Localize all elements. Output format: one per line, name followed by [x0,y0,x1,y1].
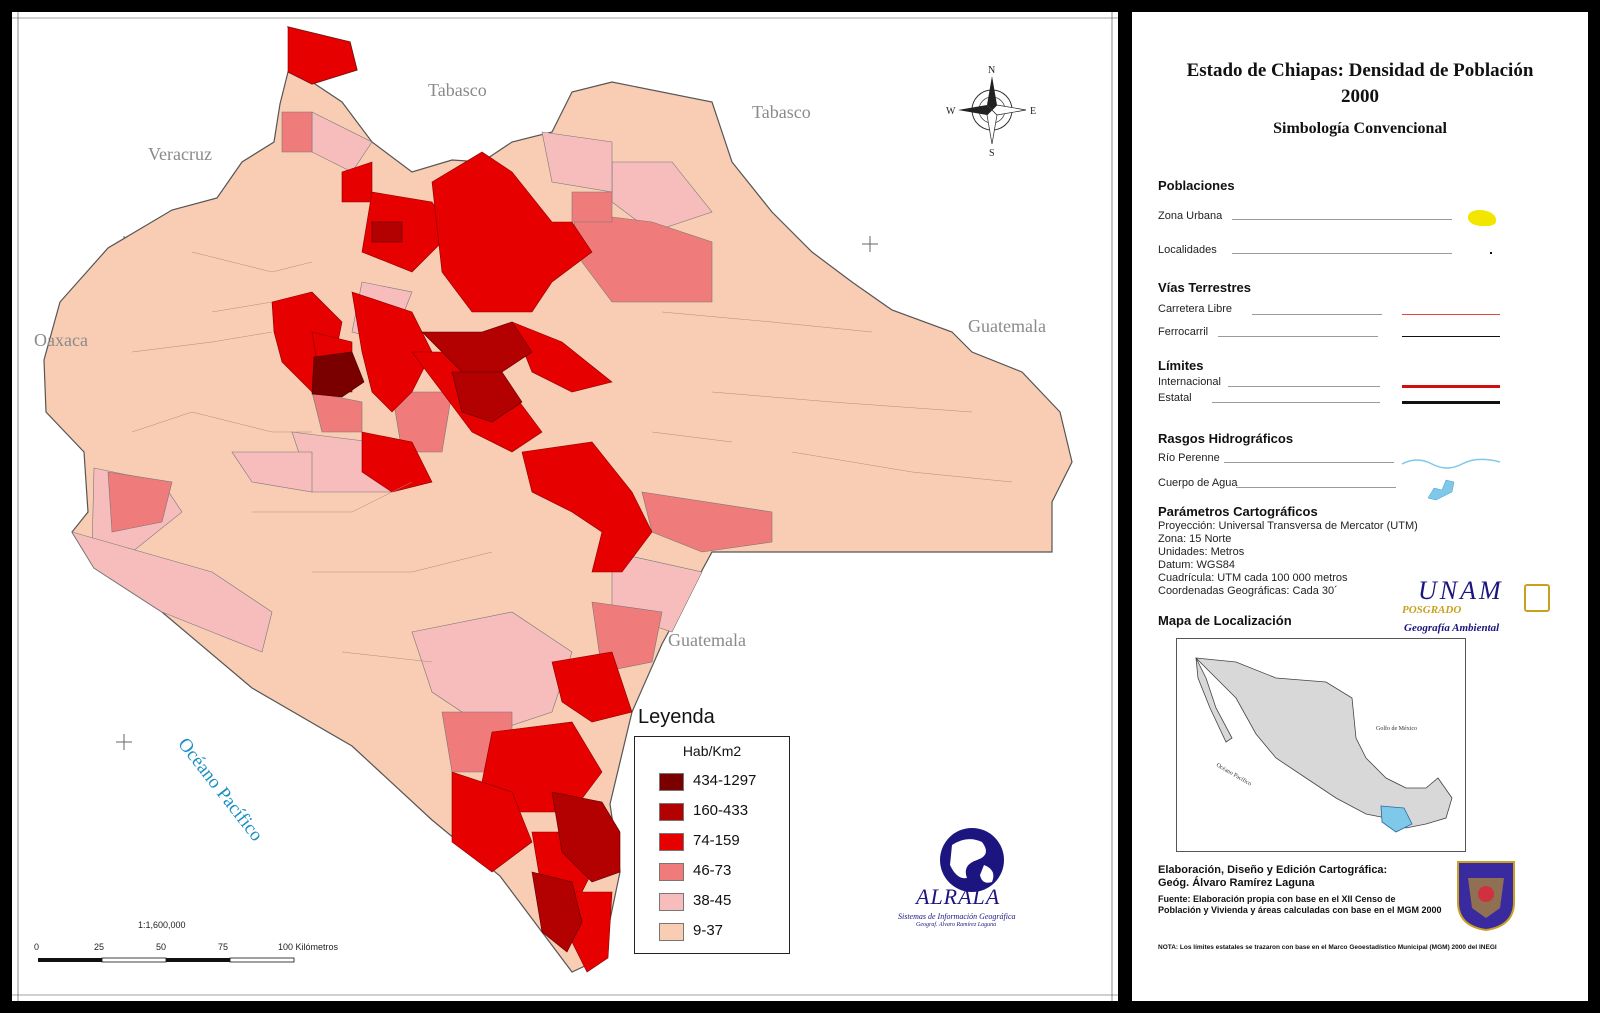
credit-line1: Elaboración, Diseño y Edición Cartográfi… [1158,864,1388,876]
legend-label-6: 9-37 [693,922,724,939]
label-oaxaca: Oaxaca [34,330,88,350]
urban-zone-icon [1468,210,1496,226]
unam-shield-icon [1524,584,1550,612]
map-year: 2000 [1341,86,1379,107]
legend-label-1: 434-1297 [693,772,757,789]
fuente-line1: Fuente: Elaboración propia con base en e… [1158,894,1396,904]
param-coordenadas: Coordenadas Geográficas: Cada 30´ [1158,585,1338,597]
section-vias: Vías Terrestres [1158,280,1251,295]
unam-crest-icon [1457,861,1515,932]
param-datum: Datum: WGS84 [1158,559,1236,571]
legend-label-3: 74-159 [693,832,740,849]
class-160-433 [371,221,621,953]
item-estatal: Estatal [1158,392,1192,404]
svg-text:E: E [1030,106,1036,117]
label-tabasco-east: Tabasco [752,102,811,122]
item-cuerpo-agua: Cuerpo de Agua [1158,477,1238,489]
legend-swatch-2 [659,803,684,821]
param-proyeccion: Proyección: Universal Transversa de Merc… [1158,520,1418,532]
item-internacional: Internacional [1158,376,1221,388]
label-tabasco-north: Tabasco [428,80,487,100]
symbology-subtitle: Simbología Convencional [1273,120,1447,137]
water-body-icon [1427,479,1455,501]
svg-text:S: S [989,148,995,159]
unam-logo-text: UNAM [1418,576,1504,605]
item-zona-urbana: Zona Urbana [1158,210,1223,222]
scale-ratio: 1:1,600,000 [138,920,186,930]
road-symbol-icon [1402,314,1500,315]
leader-line [1228,386,1380,387]
alrala-sub2: Geograf. Alvaro Ramírez Laguna [916,922,997,928]
north-arrow-icon: N W E S [946,65,1036,159]
legend-label-2: 160-433 [693,802,749,819]
scale-tick-75: 75 [218,942,229,952]
legend-swatch-4 [659,863,684,881]
state-limit-icon [1402,401,1500,404]
label-guatemala-south: Guatemala [668,630,746,650]
legend-unit: Hab/Km2 [682,743,742,759]
legend-label-4: 46-73 [693,862,732,879]
fuente-line2: Población y Vivienda y áreas calculadas … [1158,905,1442,915]
legend-label-5: 38-45 [693,892,732,909]
locality-dot-icon [1490,252,1492,254]
mexico-shape [1194,657,1453,829]
legend-swatch-3 [659,833,684,851]
scale-tick-25: 25 [94,942,105,952]
section-hidro: Rasgos Hidrográficos [1158,431,1294,446]
leader-line [1236,487,1396,488]
international-limit-icon [1402,385,1500,388]
class-434-1297 [311,351,365,398]
credit-line2: Geóg. Álvaro Ramírez Laguna [1158,877,1315,889]
leader-line [1212,402,1380,403]
svg-text:Golfo de México: Golfo de México [1376,725,1417,732]
nota: NOTA: Los límites estatales se trazaron … [1158,944,1497,951]
map-title: Estado de Chiapas: Densidad de Población [1186,60,1534,81]
leader-line [1252,314,1382,315]
alrala-globe-icon [940,828,1004,892]
municipal-boundaries [131,251,1013,663]
section-parametros: Parámetros Cartográficos [1158,504,1318,519]
legend-box: Hab/Km2 434-1297 160-433 74-159 46-73 38… [634,736,790,954]
scale-tick-0: 0 [34,942,40,952]
geografia-ambiental-text: Geografía Ambiental [1404,622,1500,634]
section-limites: Límites [1158,358,1204,373]
item-ferrocarril: Ferrocarril [1158,326,1209,338]
alrala-logo-text: ALRALA [916,884,1001,909]
river-icon [1402,458,1501,469]
legend-swatch-6 [659,923,684,941]
chiapas-map: N W E S [12,12,1118,1001]
alrala-sub1: Sistemas de Información Geográfica [898,912,1016,921]
legend-title: Leyenda [638,706,715,728]
posgrado-logo-text: POSGRADO [1402,604,1462,616]
item-carretera: Carretera Libre [1158,303,1232,315]
scale-bar [38,957,295,963]
chiapas-highlight [1380,805,1413,833]
leader-line [1224,462,1394,463]
svg-text:W: W [946,106,956,117]
leader-line [1232,253,1452,254]
graticule [12,12,1118,1001]
section-poblaciones: Poblaciones [1158,178,1235,193]
map-panel: N W E S Tabasco Tabasco Veracruz Oaxaca … [10,10,1120,1003]
label-guatemala-east: Guatemala [968,316,1046,336]
svg-text:N: N [988,65,995,76]
class-46-73 [107,111,773,773]
scale-tick-100: 100 Kilómetros [278,942,339,952]
scale-tick-50: 50 [156,942,167,952]
item-localidades: Localidades [1158,244,1217,256]
leader-line [1218,336,1378,337]
symbology-panel: Estado de Chiapas: Densidad de Población… [1130,10,1590,1003]
label-veracruz: Veracruz [148,144,212,164]
location-map: Golfo de México Océano Pacífico [1176,638,1466,852]
param-zona: Zona: 15 Norte [1158,533,1232,545]
legend-swatch-5 [659,893,684,911]
legend-swatch-1 [659,773,684,791]
param-cuadricula: Cuadrícula: UTM cada 100 000 metros [1158,572,1348,584]
leader-line [1232,219,1452,220]
railway-symbol-icon [1402,336,1500,337]
param-unidades: Unidades: Metros [1158,546,1245,558]
section-localizacion: Mapa de Localización [1158,613,1292,628]
item-rio: Río Perenne [1158,452,1220,464]
